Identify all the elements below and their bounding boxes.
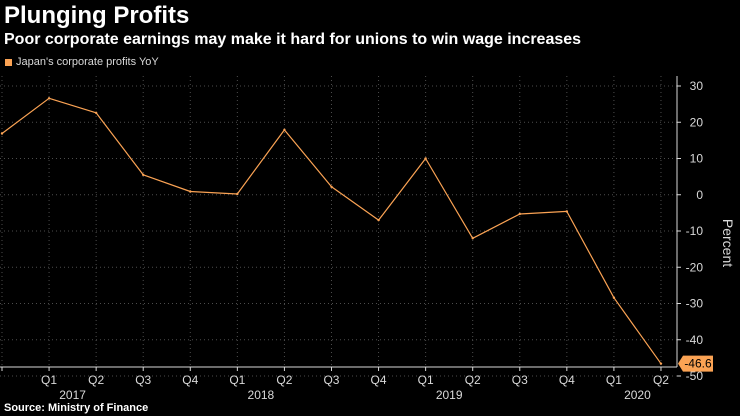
x-tick-label: Q2: [465, 373, 481, 387]
y-tick-label: -50: [686, 369, 704, 383]
x-tick-label: Q4: [371, 373, 387, 387]
y-tick-label: 20: [690, 115, 704, 129]
y-tick-label: -30: [686, 297, 704, 311]
y-tick-label: 10: [690, 152, 704, 166]
x-tick-label: Q3: [512, 373, 528, 387]
data-point: [518, 212, 521, 216]
x-tick-label: Q1: [418, 373, 434, 387]
chart-subtitle: Poor corporate earnings may make it hard…: [4, 31, 582, 48]
data-point: [94, 111, 98, 115]
y-axis-title: Percent: [720, 219, 736, 267]
last-value-badge: [678, 355, 713, 372]
y-tick-label: -10: [686, 224, 704, 238]
x-tick-label: Q2: [276, 373, 292, 387]
data-point: [189, 190, 192, 193]
x-tick-label: Q2: [88, 373, 104, 387]
chart-title: Plunging Profits: [4, 2, 190, 29]
x-tick-label: Q4: [182, 373, 198, 387]
x-year-label: 2020: [624, 388, 651, 402]
x-year-label: 2018: [248, 388, 275, 402]
x-tick-label: Q3: [323, 373, 339, 387]
legend-swatch: [5, 58, 12, 66]
x-tick-label: Q2: [653, 373, 669, 387]
x-year-label: 2019: [436, 388, 463, 402]
data-point: [565, 210, 569, 213]
data-point: [424, 157, 427, 160]
x-tick-label: Q1: [229, 373, 245, 387]
data-point: [471, 237, 474, 240]
x-tick-label: Q1: [606, 373, 622, 387]
last-value-label: -46.6: [684, 357, 712, 371]
data-point: [142, 173, 145, 177]
y-tick-label: 0: [696, 188, 703, 202]
data-point: [236, 192, 239, 196]
y-tick-label: 30: [690, 79, 704, 93]
data-point: [377, 218, 380, 222]
data-point: [330, 185, 333, 188]
data-point: [0, 132, 4, 135]
data-point: [47, 97, 51, 100]
data-point: [283, 128, 286, 132]
data-point: [659, 362, 663, 365]
x-tick-label: Q1: [41, 373, 57, 387]
data-point: [612, 296, 616, 299]
y-tick-label: -40: [686, 333, 704, 347]
y-tick-label: -20: [686, 260, 704, 274]
source-note: Source: Ministry of Finance: [4, 402, 149, 414]
x-year-label: 2017: [59, 388, 86, 402]
x-tick-label: Q3: [135, 373, 151, 387]
legend-label: Japan's corporate profits YoY: [16, 56, 159, 68]
legend: Japan's corporate profits YoY: [5, 56, 159, 68]
x-tick-label: Q4: [559, 373, 575, 387]
